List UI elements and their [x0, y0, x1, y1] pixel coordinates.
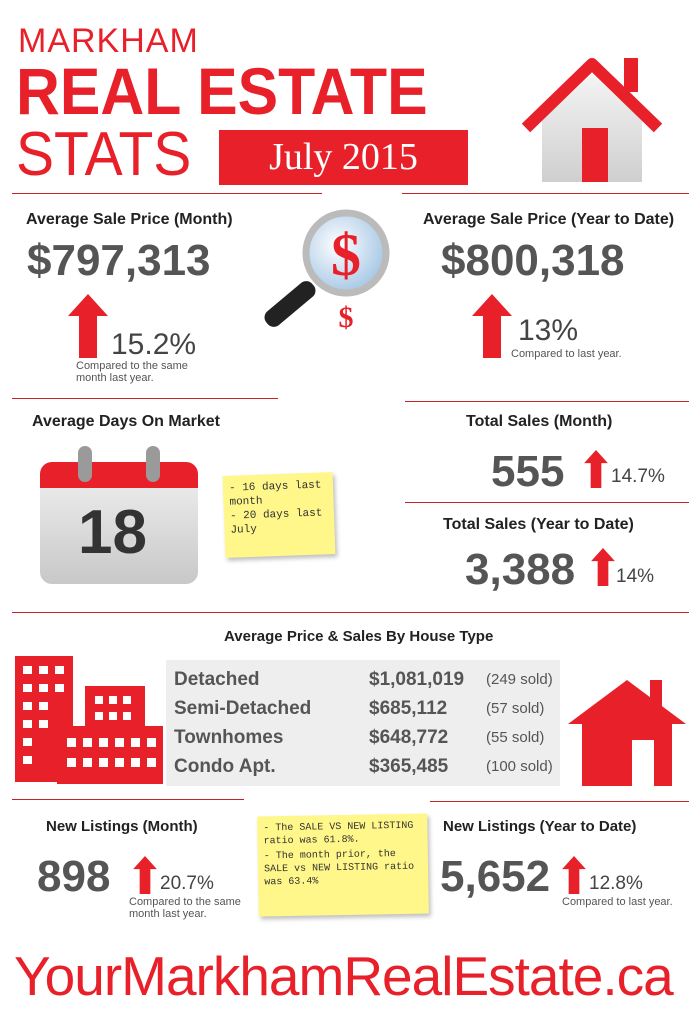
house-type-price: $685,112: [369, 698, 448, 719]
house-icon: [568, 680, 686, 786]
house-type-name: Townhomes: [174, 727, 284, 748]
house-type-name: Semi-Detached: [174, 698, 312, 719]
avg-price-ytd-change: 13%: [518, 314, 579, 347]
up-arrow-icon: [591, 548, 615, 586]
header-city: MARKHAM: [18, 22, 199, 60]
table-row: Semi-Detached $685,112 (57 sold): [166, 695, 566, 724]
sticky-note-line: - 16 days last month: [228, 479, 322, 509]
days-on-market-value: 18: [78, 498, 147, 567]
new-listings-month-change: 20.7%: [160, 873, 214, 894]
house-type-sold: (100 sold): [486, 758, 553, 775]
total-sales-month-change: 14.7%: [611, 466, 665, 487]
house-type-price: $365,485: [369, 756, 449, 777]
header-title-line1: REAL ESTATE: [16, 54, 428, 128]
sticky-note-line: - 20 days last July: [229, 507, 323, 537]
house-type-sold: (249 sold): [486, 671, 553, 688]
total-sales-ytd-title: Total Sales (Year to Date): [443, 516, 634, 533]
house-type-price: $648,772: [369, 727, 449, 748]
svg-text:$: $: [339, 301, 354, 334]
table-row: Condo Apt. $365,485 (100 sold): [166, 753, 566, 782]
period-badge: July 2015: [219, 130, 468, 185]
total-sales-ytd-change: 14%: [616, 566, 655, 587]
new-listings-ytd-title: New Listings (Year to Date): [443, 818, 637, 835]
avg-price-ytd-value: $800,318: [441, 236, 625, 285]
total-sales-month-value: 555: [491, 447, 565, 496]
sticky-note-line: - The SALE VS NEW LISTING ratio was 61.8…: [263, 820, 414, 848]
house-type-price: $1,081,019: [369, 669, 465, 690]
svg-text:$: $: [331, 222, 361, 288]
header-title-line2: STATS: [16, 120, 192, 189]
avg-price-month-title: Average Sale Price (Month): [26, 211, 233, 228]
avg-price-month-change: 15.2%: [111, 328, 197, 361]
house-icon: [522, 58, 662, 182]
new-listings-month-title: New Listings (Month): [46, 818, 198, 835]
house-type-sold: (57 sold): [486, 700, 545, 717]
avg-price-month-value: $797,313: [27, 236, 211, 285]
new-listings-ytd-note: Compared to last year.: [562, 896, 673, 908]
house-type-name: Condo Apt.: [174, 756, 276, 777]
buildings-icon: [15, 656, 163, 784]
days-on-market-title: Average Days On Market: [32, 413, 220, 430]
house-type-name: Detached: [174, 669, 260, 690]
up-arrow-icon: [133, 856, 157, 894]
house-types-title: Average Price & Sales By House Type: [224, 628, 494, 645]
up-arrow-icon: [68, 294, 108, 358]
days-sticky-note: - 16 days last month - 20 days last July: [222, 472, 336, 558]
new-listings-ytd-value: 5,652: [440, 852, 551, 901]
table-row: Detached $1,081,019 (249 sold): [166, 666, 566, 695]
sticky-note-line: - The month prior, the SALE vs NEW LISTI…: [263, 849, 415, 889]
avg-price-ytd-note: Compared to last year.: [511, 348, 622, 360]
calendar-icon: [40, 446, 198, 584]
website-link[interactable]: YourMarkhamRealEstate.ca: [14, 945, 674, 1007]
avg-price-month-note: Compared to the same month last year.: [76, 360, 188, 384]
house-type-table: Detached $1,081,019 (249 sold) Semi-Deta…: [166, 660, 560, 786]
up-arrow-icon: [472, 294, 512, 358]
total-sales-ytd-value: 3,388: [465, 545, 576, 594]
new-listings-month-value: 898: [37, 852, 111, 901]
ratio-sticky-note: - The SALE VS NEW LISTING ratio was 61.8…: [257, 813, 429, 917]
house-type-sold: (55 sold): [486, 729, 545, 746]
up-arrow-icon: [584, 450, 608, 488]
new-listings-month-note: Compared to the same month last year.: [129, 896, 241, 920]
table-row: Townhomes $648,772 (55 sold): [166, 724, 566, 753]
magnifier-dollar-icon: $ $: [264, 209, 390, 334]
up-arrow-icon: [562, 856, 586, 894]
total-sales-month-title: Total Sales (Month): [466, 413, 613, 430]
new-listings-ytd-change: 12.8%: [589, 873, 643, 894]
avg-price-ytd-title: Average Sale Price (Year to Date): [423, 211, 675, 228]
